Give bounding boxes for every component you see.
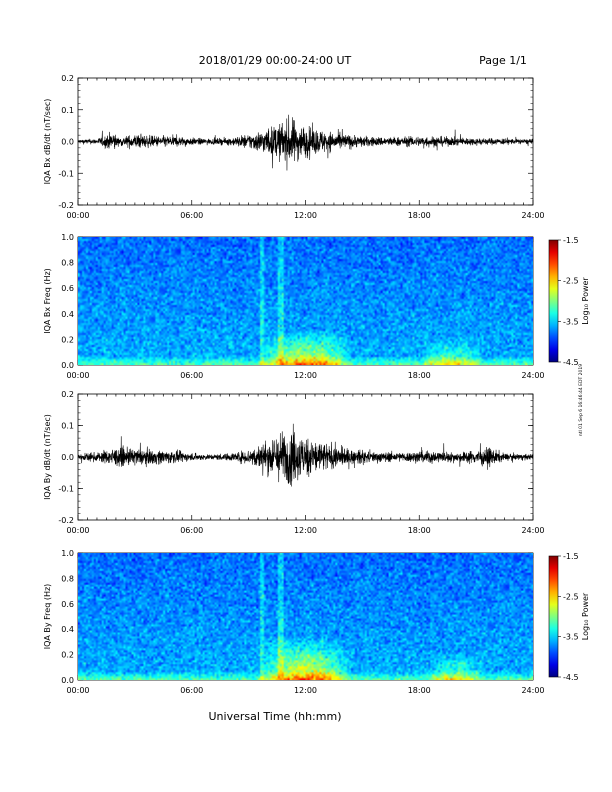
x-tick-label: 12:00 — [294, 211, 317, 220]
x-tick-label: 12:00 — [294, 371, 317, 380]
colorbar-tick-label: -3.5 — [563, 317, 579, 326]
y-tick-label: 1.0 — [61, 233, 74, 242]
panels: 00:00 06:00 12:00 18:00 24:00 0.2 0.1 0.0 -0.1 -0… — [43, 74, 590, 695]
y-tick-label: 0.4 — [61, 625, 74, 634]
x-tick-label: 18:00 — [408, 211, 431, 220]
colorbar-tick-label: -4.5 — [563, 673, 579, 682]
x-tick-label: 06:00 — [180, 371, 203, 380]
y-tick-label: -0.2 — [58, 516, 74, 525]
spectrogram-image — [78, 237, 533, 365]
spectrogram-image — [78, 553, 533, 680]
x-axis-title: Universal Time (hh:mm) — [209, 710, 342, 723]
x-tick-label: 06:00 — [180, 526, 203, 535]
y-tick-label: -0.2 — [58, 201, 74, 210]
series-line — [77, 114, 534, 171]
y-tick-label: 0.1 — [61, 422, 74, 431]
x-tick-label: 24:00 — [521, 211, 544, 220]
colorbar-tick-label: -1.5 — [563, 236, 579, 245]
side-note: ntl 01 Sep 6 16:46:44 EDT 2019 — [578, 364, 584, 436]
colorbar-tick-label: -3.5 — [563, 633, 579, 642]
x-tick-label: 12:00 — [294, 686, 317, 695]
y-tick-label: 0.0 — [61, 361, 74, 370]
colorbar-tick-label: -4.5 — [563, 358, 579, 367]
y-tick-label: 1.0 — [61, 549, 74, 558]
y-tick-label: 0.0 — [61, 453, 74, 462]
x-tick-label: 18:00 — [408, 526, 431, 535]
colorbar-label: Log₁₀ Power — [581, 277, 590, 325]
header-page-number: Page 1/1 — [479, 54, 527, 67]
x-tick-label: 00:00 — [66, 686, 89, 695]
y-tick-label: 0.2 — [61, 390, 74, 399]
colorbar-label: Log₁₀ Power — [581, 592, 590, 640]
colorbar — [548, 239, 559, 363]
y-tick-label: 0.2 — [61, 74, 74, 83]
y-tick-label: -0.1 — [58, 485, 74, 494]
y-tick-label: 0.0 — [61, 676, 74, 685]
x-tick-label: 18:00 — [408, 371, 431, 380]
y-tick-label: 0.1 — [61, 106, 74, 115]
x-tick-label: 24:00 — [521, 371, 544, 380]
y-tick-label: 0.2 — [61, 335, 74, 344]
x-tick-label: 00:00 — [66, 211, 89, 220]
x-tick-label: 06:00 — [180, 686, 203, 695]
x-tick-label: 24:00 — [521, 526, 544, 535]
y-tick-label: 0.2 — [61, 651, 74, 660]
x-tick-label: 18:00 — [408, 686, 431, 695]
series-line — [77, 423, 534, 487]
y-tick-label: 0.6 — [61, 600, 74, 609]
x-tick-label: 00:00 — [66, 526, 89, 535]
x-tick-label: 24:00 — [521, 686, 544, 695]
y-tick-label: 0.8 — [61, 574, 74, 583]
x-tick-label: 00:00 — [66, 371, 89, 380]
y-axis-label: IQA By dB/dt (nT/sec) — [43, 414, 52, 500]
y-tick-label: -0.1 — [58, 169, 74, 178]
colorbar-tick-label: -2.5 — [563, 277, 579, 286]
colorbar-tick-label: -2.5 — [563, 592, 579, 601]
y-tick-label: 0.4 — [61, 310, 74, 319]
y-tick-label: 0.0 — [61, 138, 74, 147]
y-tick-label: 0.6 — [61, 284, 74, 293]
x-tick-label: 06:00 — [180, 211, 203, 220]
x-tick-label: 12:00 — [294, 526, 317, 535]
header-date-range: 2018/01/29 00:00-24:00 UT — [199, 54, 352, 67]
y-axis-label: IQA Bx Freq (Hz) — [43, 268, 52, 334]
colorbar — [548, 555, 559, 678]
y-tick-label: 0.8 — [61, 259, 74, 268]
y-axis-label: IQA By Freq (Hz) — [43, 584, 52, 650]
colorbar-tick-label: -1.5 — [563, 552, 579, 561]
y-axis-label: IQA Bx dB/dt (nT/sec) — [43, 99, 52, 185]
